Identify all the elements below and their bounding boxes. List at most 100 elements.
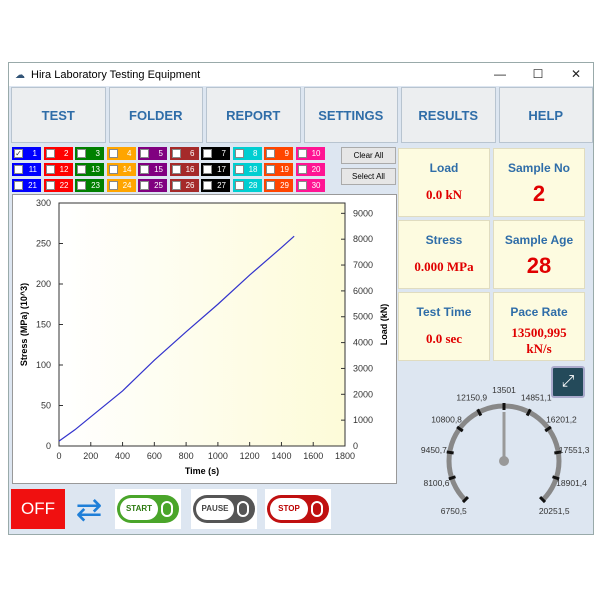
channel-number: 29	[280, 181, 289, 190]
channel-7[interactable]: 7	[201, 147, 230, 160]
channel-checkbox[interactable]	[234, 149, 244, 158]
menu-report[interactable]: REPORT	[206, 87, 301, 143]
channel-8[interactable]: 8	[232, 147, 262, 160]
channel-22[interactable]: 22	[43, 179, 73, 192]
sample-age-value: 28	[526, 253, 552, 278]
main-menu: TEST FOLDER REPORT SETTINGS RESULTS HELP	[11, 87, 593, 143]
channel-checkbox[interactable]	[171, 149, 181, 158]
channel-number: 15	[154, 165, 163, 174]
channel-checkbox[interactable]	[234, 165, 244, 174]
menu-results[interactable]: RESULTS	[401, 87, 496, 143]
channel-checkbox[interactable]	[140, 165, 149, 174]
channel-5[interactable]: 5	[138, 147, 167, 160]
menu-help[interactable]: HELP	[498, 87, 593, 143]
channel-checkbox[interactable]	[203, 149, 212, 158]
channel-checkbox[interactable]	[297, 149, 307, 158]
channel-number: 1	[32, 149, 37, 158]
channel-4[interactable]: 4	[106, 147, 136, 160]
channel-number: 19	[280, 165, 289, 174]
y2-tick-label: 9000	[353, 208, 373, 218]
channel-checkbox[interactable]	[171, 165, 181, 174]
channel-19[interactable]: 19	[264, 163, 293, 176]
y2-tick-label: 3000	[353, 363, 373, 373]
channel-29[interactable]: 29	[264, 179, 293, 192]
channel-number: 17	[217, 165, 226, 174]
channel-15[interactable]: 15	[138, 163, 167, 176]
channel-checkbox[interactable]	[45, 165, 55, 174]
channel-26[interactable]: 26	[169, 179, 199, 192]
gauge-label: 12150,9	[456, 393, 487, 403]
x-tick-label: 1400	[271, 451, 291, 461]
chart-svg: 0 200 400 600 800 1000 1200 1400 1600 18000501001…	[19, 198, 389, 476]
channel-12[interactable]: 12	[43, 163, 73, 176]
channel-24[interactable]: 24	[106, 179, 136, 192]
menu-folder[interactable]: FOLDER	[108, 87, 203, 143]
pause-button[interactable]: PAUSE	[191, 489, 257, 529]
menu-test[interactable]: TEST	[11, 87, 106, 143]
channel-checkbox[interactable]	[234, 181, 244, 190]
channel-28[interactable]: 28	[232, 179, 262, 192]
channel-13[interactable]: 13	[75, 163, 104, 176]
channel-14[interactable]: 14	[106, 163, 136, 176]
channel-17[interactable]: 17	[201, 163, 230, 176]
channel-2[interactable]: 2	[43, 147, 73, 160]
channel-checkbox[interactable]	[297, 181, 307, 190]
channel-checkbox[interactable]	[171, 181, 181, 190]
channel-23[interactable]: 23	[75, 179, 104, 192]
x-tick-label: 400	[115, 451, 130, 461]
channel-checkbox[interactable]	[297, 165, 307, 174]
channel-checkbox[interactable]	[266, 181, 275, 190]
channel-checkbox[interactable]	[14, 181, 23, 190]
channel-number: 12	[59, 165, 69, 174]
gauge-label: 18901,4	[556, 478, 587, 488]
channel-checkbox[interactable]	[140, 149, 149, 158]
channel-checkbox[interactable]	[77, 165, 86, 174]
channel-checkbox[interactable]	[77, 181, 86, 190]
menu-settings[interactable]: SETTINGS	[303, 87, 398, 143]
off-button[interactable]: OFF	[11, 489, 65, 529]
channel-21[interactable]: 21	[12, 179, 41, 192]
fullscreen-icon[interactable]: ⤢	[551, 366, 585, 398]
channel-checkbox[interactable]	[108, 165, 118, 174]
channel-checkbox[interactable]	[14, 165, 23, 174]
stop-button[interactable]: STOP	[265, 489, 331, 529]
close-button[interactable]: ✕	[570, 67, 582, 81]
channel-checkbox[interactable]	[266, 149, 275, 158]
gauge-major-tick	[552, 475, 560, 481]
channel-18[interactable]: 18	[232, 163, 262, 176]
channel-checkbox[interactable]	[45, 149, 55, 158]
channel-1[interactable]: ✓ 1	[12, 147, 41, 160]
channel-20[interactable]: 20	[295, 163, 325, 176]
channel-checkbox[interactable]	[203, 165, 212, 174]
channel-checkbox[interactable]	[108, 149, 118, 158]
y-tick-label: 200	[36, 279, 51, 289]
channel-11[interactable]: 11	[12, 163, 41, 176]
channel-checkbox[interactable]: ✓	[14, 149, 23, 158]
select-all-button[interactable]: Select All	[341, 168, 396, 185]
channel-checkbox[interactable]	[108, 181, 118, 190]
channel-checkbox[interactable]	[203, 181, 212, 190]
channel-number: 16	[185, 165, 195, 174]
channel-9[interactable]: 9	[264, 147, 293, 160]
minimize-button[interactable]: —	[494, 67, 506, 81]
clear-all-button[interactable]: Clear All	[341, 147, 396, 164]
channel-checkbox[interactable]	[77, 149, 86, 158]
channel-30[interactable]: 30	[295, 179, 325, 192]
maximize-button[interactable]: ☐	[532, 67, 544, 81]
channel-checkbox[interactable]	[140, 181, 149, 190]
channel-16[interactable]: 16	[169, 163, 199, 176]
channel-6[interactable]: 6	[169, 147, 199, 160]
start-button[interactable]: START	[115, 489, 181, 529]
refresh-icon[interactable]: ⇄	[75, 491, 103, 527]
pace-rate-value: 13500,995 kN/s	[511, 325, 567, 356]
channel-25[interactable]: 25	[138, 179, 167, 192]
channel-checkbox[interactable]	[266, 165, 275, 174]
channel-number: 23	[91, 181, 100, 190]
x-tick-label: 0	[56, 451, 61, 461]
y-tick-label: 0	[46, 441, 51, 451]
channel-3[interactable]: 3	[75, 147, 104, 160]
channel-10[interactable]: 10	[295, 147, 325, 160]
channel-27[interactable]: 27	[201, 179, 230, 192]
x-tick-label: 1800	[335, 451, 355, 461]
channel-checkbox[interactable]	[45, 181, 55, 190]
